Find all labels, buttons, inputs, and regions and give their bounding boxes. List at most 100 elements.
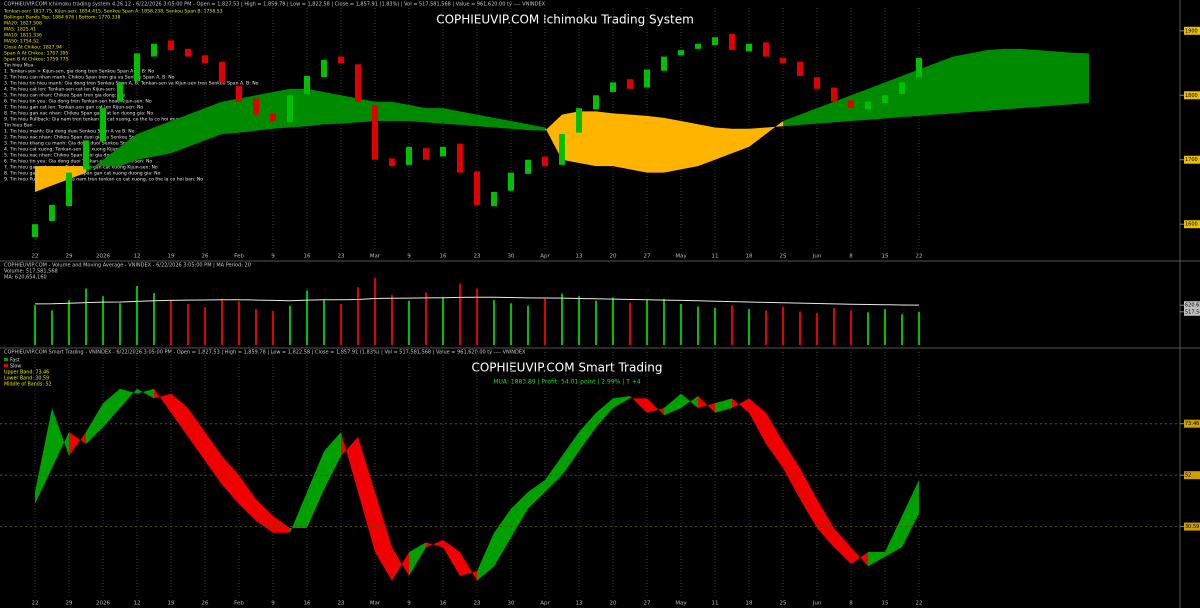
ichimoku-cloud <box>970 50 987 113</box>
legend-line: 6. Tin hieu tin yeu: Gia dong tren Tenka… <box>4 99 152 105</box>
ribbon-segment <box>647 398 664 416</box>
ribbon-segment <box>154 388 171 413</box>
volume-bar <box>255 309 257 345</box>
candle <box>406 146 412 165</box>
x-tick-label: 30 <box>508 601 515 607</box>
volume-bar <box>170 300 172 345</box>
panel-header: COPHIEUVIP.COM Ichimoku trading system 4… <box>4 1 546 8</box>
y-tick-label: 1800 <box>1185 93 1198 99</box>
x-tick-label: 16 <box>304 254 311 260</box>
ichimoku-cloud <box>953 53 970 114</box>
y-tick-box <box>1184 155 1200 164</box>
candle <box>49 204 55 221</box>
ribbon-segment <box>86 403 103 444</box>
candle <box>576 108 582 133</box>
ribbon-segment <box>800 468 817 528</box>
legend-line: MA: 620,654,160 <box>4 275 47 281</box>
x-tick-label: 12 <box>134 601 141 607</box>
ribbon-segment <box>783 441 800 500</box>
volume-bar <box>799 311 801 345</box>
ribbon-segment <box>341 432 358 492</box>
candle <box>814 77 820 89</box>
ribbon-segment <box>817 499 834 548</box>
ribbon-segment <box>375 492 392 581</box>
candle <box>474 171 480 205</box>
ichimoku-cloud <box>256 92 273 131</box>
ichimoku-cloud <box>52 166 69 186</box>
ichimoku-cloud <box>800 108 817 125</box>
x-tick-label: 30 <box>508 254 515 260</box>
ribbon-segment <box>188 408 205 461</box>
volume-bar <box>646 300 648 345</box>
legend-line: 8. Tin hieu gan xac nhan: Chikou Span ga… <box>4 111 153 117</box>
volume-bar <box>850 310 852 345</box>
ichimoku-cloud <box>1038 50 1055 107</box>
legend-line: 4. Tin hieu cat len: Tenkan-sen cat len … <box>4 87 123 93</box>
ichimoku-cloud <box>715 127 732 160</box>
x-tick-label: 25 <box>780 254 787 260</box>
candle <box>644 69 650 88</box>
ichimoku-cloud <box>426 108 443 124</box>
x-tick-label: 12 <box>134 254 141 260</box>
x-tick-label: 23 <box>338 601 345 607</box>
candle <box>219 61 225 83</box>
volume-bar <box>119 303 121 345</box>
ichimoku-cloud <box>681 121 698 170</box>
ichimoku-cloud <box>324 92 341 125</box>
y-tick-label: 620.654 <box>1185 303 1200 309</box>
ribbon-segment <box>273 516 290 533</box>
legend-line: 5. Tin hieu xac nhan: Chikou Span duoi g… <box>4 153 125 159</box>
x-tick-label: 27 <box>644 601 651 607</box>
ichimoku-cloud <box>647 115 664 173</box>
x-tick-label: 25 <box>780 601 787 607</box>
candle <box>627 79 633 89</box>
ribbon-segment <box>579 412 596 452</box>
x-tick-label: 16 <box>304 601 311 607</box>
candle <box>236 85 242 102</box>
volume-bar <box>85 288 87 345</box>
ichimoku-cloud <box>749 127 766 147</box>
legend-line: 7. Tin hieu gan cat len: Tenkan-sen gan … <box>4 105 143 111</box>
y-tick-box <box>1184 307 1200 316</box>
volume-bar <box>867 312 869 345</box>
x-tick-label: 29 <box>66 601 73 607</box>
legend-line: MA5: 1825.41 <box>4 27 36 33</box>
x-tick-label: Apr <box>540 601 550 607</box>
y-tick-label: 52 <box>1185 473 1191 479</box>
ribbon-segment <box>426 540 443 548</box>
ichimoku-cloud <box>154 121 171 157</box>
ribbon-segment <box>732 398 749 413</box>
ichimoku-cloud <box>222 98 239 134</box>
volume-bar <box>663 298 665 345</box>
ribbon-segment <box>460 552 477 581</box>
legend-line: 5. Tin hieu can nhan: Chikou Span tren g… <box>4 93 126 99</box>
ichimoku-cloud <box>596 111 613 167</box>
legend-line: Lower Band: 30.59 <box>4 376 49 382</box>
candle <box>797 61 803 76</box>
ichimoku-cloud <box>375 101 392 122</box>
ichimoku-cloud <box>460 111 477 127</box>
ribbon-segment <box>358 436 375 552</box>
candle <box>32 224 38 238</box>
ribbon-segment <box>664 393 681 416</box>
y-tick-label: 30.59 <box>1185 524 1199 530</box>
candle <box>100 108 106 142</box>
legend-line: Volume: 517,581,568 <box>4 269 58 275</box>
x-tick-label: 18 <box>746 601 753 607</box>
ribbon-segment <box>562 432 579 476</box>
legend-line: Tin hieu Mua <box>3 63 34 69</box>
ribbon-segment <box>477 532 494 581</box>
legend-line: 6. Tin hieu tin yeu: Gia dong duoi Tenka… <box>4 159 152 165</box>
candle <box>712 37 718 45</box>
ribbon-segment <box>137 388 154 399</box>
x-tick-label: 29 <box>66 254 73 260</box>
ribbon-segment <box>596 398 613 428</box>
volume-bar <box>459 284 461 345</box>
ichimoku-cloud <box>205 101 222 141</box>
ribbon-segment <box>307 451 324 528</box>
candle <box>746 43 752 52</box>
candle <box>151 43 157 57</box>
volume-bar <box>901 314 903 345</box>
ribbon-segment <box>222 456 239 504</box>
